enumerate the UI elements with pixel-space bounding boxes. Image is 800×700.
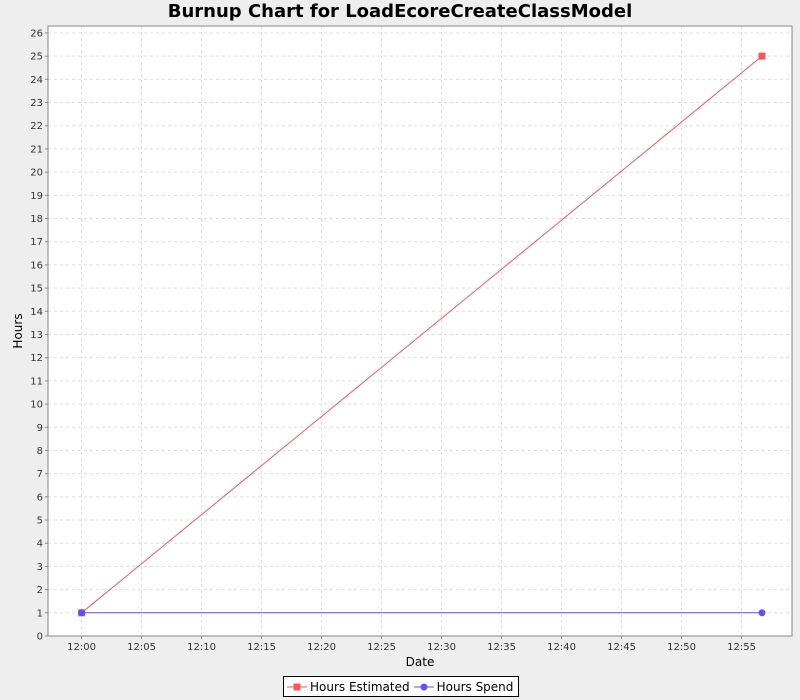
- y-tick-label: 21: [30, 144, 43, 155]
- plot-area: [48, 26, 792, 636]
- square-marker-icon: [287, 683, 307, 690]
- circle-marker-icon: [413, 683, 434, 690]
- y-tick-label: 12: [30, 353, 43, 364]
- x-tick-label: 12:55: [727, 642, 756, 653]
- plot-border: [47, 25, 793, 637]
- y-tick-label: 11: [30, 376, 43, 387]
- x-tick-label: 12:05: [127, 642, 156, 653]
- x-tick-label: 12:40: [547, 642, 576, 653]
- x-tick-label: 12:20: [307, 642, 336, 653]
- y-tick-label: 10: [30, 400, 43, 411]
- y-tick-label: 9: [37, 423, 43, 434]
- data-point-circle: [78, 609, 86, 617]
- data-point-circle: [758, 609, 766, 617]
- burnup-chart: 0123456789101112131415161718192021222324…: [11, 25, 793, 669]
- y-tick-label: 5: [37, 516, 43, 527]
- y-tick-label: 4: [37, 539, 43, 550]
- y-tick-label: 6: [37, 492, 43, 503]
- chart-title: Burnup Chart for LoadEcoreCreateClassMod…: [167, 1, 633, 22]
- y-tick-label: 3: [37, 562, 43, 573]
- data-point-square: [758, 52, 766, 60]
- y-tick-label: 20: [30, 168, 43, 179]
- legend-item-hours-estimated: Hours Estimated: [287, 680, 410, 694]
- x-tick-label: 12:00: [67, 642, 96, 653]
- y-tick-label: 17: [30, 237, 43, 248]
- y-tick-label: 19: [30, 191, 43, 202]
- chart-legend: Hours Estimated Hours Spend: [283, 676, 520, 697]
- y-tick-label: 8: [37, 446, 43, 457]
- y-tick-label: 0: [37, 632, 43, 643]
- x-axis-label: Date: [406, 655, 435, 669]
- y-tick-label: 22: [30, 121, 43, 132]
- y-axis-label: Hours: [11, 313, 25, 348]
- y-tick-label: 13: [30, 330, 43, 341]
- y-tick-label: 24: [30, 75, 43, 86]
- y-tick-label: 14: [30, 307, 43, 318]
- x-tick-label: 12:50: [667, 642, 696, 653]
- x-tick-label: 12:15: [247, 642, 276, 653]
- y-tick-label: 7: [37, 469, 43, 480]
- x-tick-label: 12:25: [367, 642, 396, 653]
- series-line-0: [81, 55, 763, 614]
- y-tick-label: 23: [30, 98, 43, 109]
- y-tick-label: 25: [30, 52, 43, 63]
- y-tick-label: 1: [37, 608, 43, 619]
- legend-label-hours-spend: Hours Spend: [436, 679, 514, 694]
- legend-label-hours-estimated: Hours Estimated: [310, 679, 410, 694]
- x-tick-label: 12:45: [607, 642, 636, 653]
- x-tick-label: 12:30: [427, 642, 456, 653]
- y-tick-label: 18: [30, 214, 43, 225]
- y-tick-label: 15: [30, 284, 43, 295]
- x-tick-label: 12:10: [187, 642, 216, 653]
- legend-item-hours-spend: Hours Spend: [413, 679, 514, 694]
- y-tick-label: 16: [30, 260, 43, 271]
- y-tick-label: 2: [37, 585, 43, 596]
- x-tick-label: 12:35: [487, 642, 516, 653]
- y-tick-label: 26: [30, 28, 43, 39]
